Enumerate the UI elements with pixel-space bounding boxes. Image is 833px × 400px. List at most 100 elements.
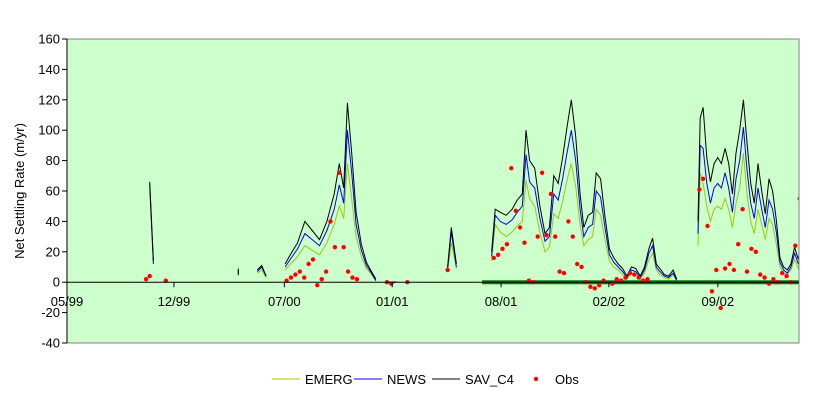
data-point-obs [345,269,351,274]
data-point-obs [302,275,307,280]
series-line-sav-c4 [256,264,267,277]
data-point-obs [147,273,152,279]
series-line-emerg [697,152,799,276]
y-tick-label: 120 [38,92,60,107]
data-point-obs [784,273,789,279]
data-point-obs [566,219,571,224]
legend-label: NEWS [387,372,426,387]
data-point-obs [288,275,294,280]
data-point-obs [495,252,501,257]
series-line-sav-c4 [697,99,799,271]
series-line-sav-c4 [491,99,678,280]
y-tick-label: 20 [46,244,60,259]
data-point-obs [539,170,545,175]
series-line-sav-c4 [447,227,457,268]
x-tick-label: 07/00 [268,294,301,309]
data-point-obs [143,277,149,282]
series-line-news [697,127,799,274]
data-point-obs [548,191,554,197]
data-point-obs [297,269,302,274]
data-point-obs [557,269,562,274]
y-tick-label: 140 [38,62,60,77]
data-point-obs [627,270,633,276]
x-tick-label: 05/99 [51,294,84,309]
y-tick-label: -40 [41,336,60,351]
data-point-obs [319,277,324,282]
data-point-obs [793,243,798,248]
data-point-obs [517,225,523,230]
data-point-obs [315,283,320,288]
plot-area [67,39,799,343]
data-point-obs [522,240,527,245]
x-tick-label: 01/01 [376,294,409,309]
data-point-obs [744,269,750,274]
data-point-obs [771,277,776,282]
legend: EMERG NEWS SAV_C4 Obs [272,372,579,387]
y-tick-label: 160 [38,32,60,47]
data-point-obs [310,257,316,262]
data-point-obs [645,277,650,282]
data-point-obs [623,275,628,280]
data-point-obs [700,176,706,181]
series-line-sav-c4 [284,102,377,280]
y-axis-label: Net Settling Rate (m/yr) [12,123,27,259]
legend-item-emerg: EMERG [272,372,353,387]
data-point-obs [445,267,450,273]
legend-label: SAV_C4 [465,372,514,387]
data-point-obs [323,269,329,274]
data-point-obs [749,246,754,251]
data-point-obs [592,286,597,291]
legend-swatch [533,376,539,382]
data-point-obs [731,267,737,273]
data-point-obs [597,283,602,288]
data-point-obs [337,170,342,175]
y-tick-label: 60 [46,184,60,199]
data-point-obs [722,266,728,271]
data-point-obs [740,207,745,212]
data-point-obs [802,254,806,258]
data-point-obs [491,255,496,261]
data-point-obs [709,289,715,294]
data-point-obs [354,277,360,282]
legend-item-sav-c4: SAV_C4 [432,372,514,387]
data-point-obs [328,219,333,224]
data-point-obs [614,277,619,282]
y-tick-label: 40 [46,214,60,229]
y-tick-label: 100 [38,123,60,138]
data-point-obs [535,234,540,239]
data-point-obs [544,232,549,238]
data-point-obs [697,187,702,192]
legend-item-news: NEWS [354,372,426,387]
series-line-news [284,130,377,281]
series-line-emerg [447,242,457,272]
data-point-obs [718,305,723,311]
data-point-obs [341,245,346,250]
x-tick-label: 02/02 [593,294,626,309]
series-line-news [491,130,678,281]
data-point-obs [306,261,311,267]
data-point-obs [758,272,763,277]
data-point-obs [293,272,298,277]
data-point-obs [714,267,719,273]
x-tick-label: 09/02 [702,294,735,309]
series-line-emerg [491,163,678,281]
data-point-obs [350,275,355,280]
series-line-sav-c4 [149,181,154,261]
series-line-emerg [284,163,377,281]
data-point-obs [797,196,799,201]
data-point-obs [570,234,575,239]
data-point-obs [561,270,567,276]
x-tick-label: 08/01 [485,294,518,309]
data-point-obs [500,246,505,251]
data-point-obs [332,245,338,250]
y-tick-label: -20 [41,305,60,320]
data-point-obs [579,264,584,270]
legend-label: EMERG [305,372,353,387]
y-tick-label: 0 [53,275,60,290]
data-point-obs [588,284,593,289]
x-tick-label: 12/99 [158,294,191,309]
data-point-obs [736,242,741,247]
data-point-obs [504,242,510,247]
data-point-obs [636,275,641,280]
